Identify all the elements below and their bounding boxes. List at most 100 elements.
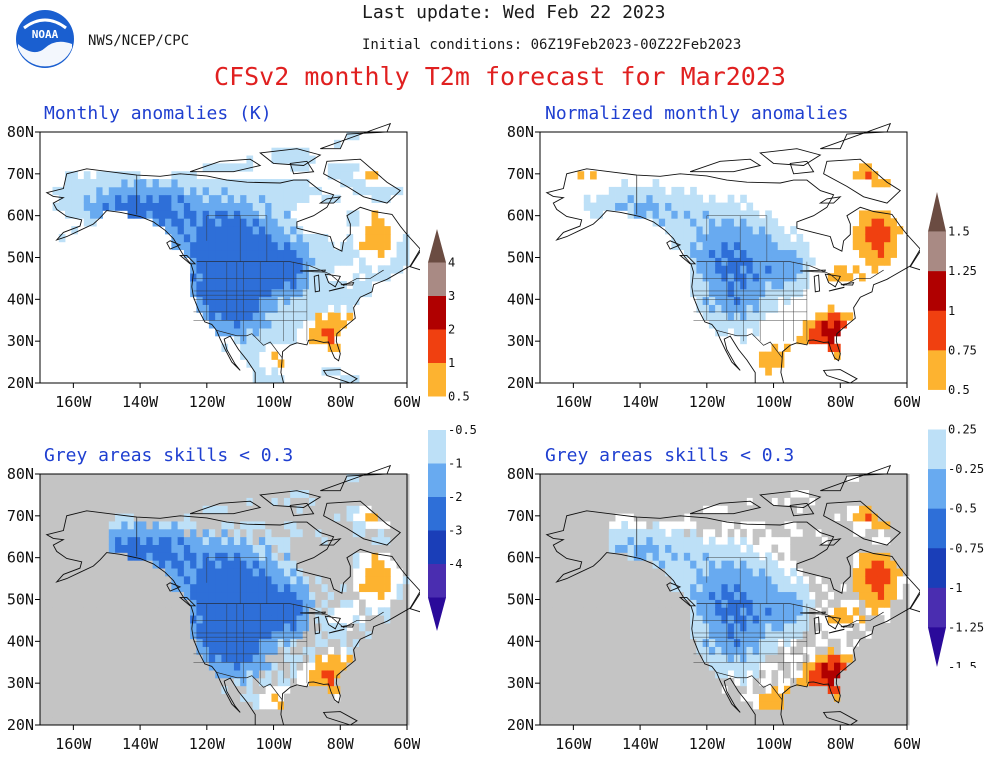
grid-cell (96, 646, 103, 655)
grid-cell (359, 646, 366, 655)
grid-cell (727, 607, 735, 616)
grid-cell (633, 654, 641, 663)
grid-cell (227, 497, 235, 506)
grid-cell (721, 638, 729, 647)
grid-cell (708, 552, 716, 561)
grid-cell (859, 599, 866, 608)
grid-cell (277, 194, 285, 203)
grid-cell (227, 474, 235, 483)
grid-cell (277, 591, 285, 600)
grid-cell (271, 505, 279, 514)
grid-cell (359, 536, 366, 545)
grid-cell (246, 351, 254, 360)
grid-cell (871, 210, 879, 219)
grid-cell (302, 575, 310, 585)
grid-cell (127, 623, 135, 632)
grid-cell (690, 568, 697, 577)
grid-cell (327, 171, 335, 180)
grid-cell (233, 265, 241, 274)
grid-cell (321, 638, 329, 647)
grid-cell (652, 607, 660, 616)
grid-cell (727, 497, 735, 506)
grid-cell (859, 693, 866, 702)
grid-cell (233, 521, 241, 530)
grid-cell (696, 630, 704, 640)
grid-cell (252, 544, 260, 553)
grid-cell (240, 575, 247, 585)
grid-cell (796, 607, 804, 616)
grid-cell (96, 709, 103, 718)
grid-cell (246, 615, 254, 624)
grid-cell (133, 638, 141, 647)
grid-cell (240, 186, 247, 196)
grid-cell (733, 312, 741, 321)
grid-cell (708, 701, 716, 710)
grid-cell (252, 513, 260, 522)
grid-cell (277, 560, 285, 569)
grid-cell (140, 646, 147, 655)
grid-cell (246, 670, 254, 679)
grid-cell (640, 630, 647, 640)
grid-cell (334, 296, 341, 305)
grid-cell (246, 662, 254, 671)
grid-cell (102, 186, 110, 196)
grid-cell (827, 544, 835, 553)
grid-cell (340, 296, 347, 305)
grid-cell (58, 591, 66, 600)
grid-cell (902, 630, 910, 640)
grid-cell (302, 241, 310, 251)
grid-cell (58, 599, 66, 608)
grid-cell (296, 241, 304, 251)
grid-cell (290, 591, 297, 600)
grid-cell (377, 528, 385, 538)
grid-cell (615, 717, 622, 726)
grid-cell (183, 210, 191, 219)
grid-cell (746, 623, 754, 632)
grid-cell (252, 241, 260, 251)
grid-cell (252, 210, 260, 219)
grid-cell (746, 630, 754, 640)
grid-cell (152, 505, 160, 514)
grid-cell (115, 701, 122, 710)
grid-cell (827, 474, 835, 483)
grid-cell (77, 513, 85, 522)
grid-cell (246, 489, 254, 498)
grid-cell (240, 226, 247, 235)
grid-cell (871, 257, 879, 266)
grid-cell (177, 568, 185, 577)
grid-cell (608, 654, 616, 663)
grid-cell (315, 481, 322, 491)
grid-cell (552, 615, 560, 624)
grid-cell (46, 654, 53, 663)
grid-cell (602, 552, 610, 561)
grid-cell (121, 536, 128, 545)
grid-cell (834, 544, 841, 553)
grid-cell (765, 693, 772, 702)
grid-cell (202, 685, 210, 695)
grid-cell (865, 560, 872, 569)
grid-cell (296, 194, 304, 203)
x-tick-label: 60W (893, 735, 920, 753)
grid-cell (646, 194, 654, 203)
grid-cell (758, 693, 766, 702)
grid-cell (296, 654, 304, 663)
grid-cell (121, 701, 128, 710)
grid-cell (258, 607, 266, 616)
grid-cell (771, 359, 779, 368)
grid-cell (877, 709, 885, 718)
grid-cell (246, 186, 254, 196)
grid-cell (877, 677, 885, 687)
grid-cell (165, 638, 172, 647)
grid-cell (865, 670, 872, 679)
grid-cell (871, 670, 879, 679)
grid-cell (334, 328, 341, 337)
grid-cell (315, 560, 322, 569)
grid-cell (808, 536, 816, 545)
grid-cell (796, 615, 804, 624)
grid-cell (727, 288, 735, 298)
grid-cell (65, 717, 72, 726)
grid-cell (615, 709, 622, 718)
panel-title-3: Grey areas skills < 0.3 (44, 445, 294, 466)
grid-cell (296, 560, 304, 569)
grid-cell (884, 489, 891, 498)
